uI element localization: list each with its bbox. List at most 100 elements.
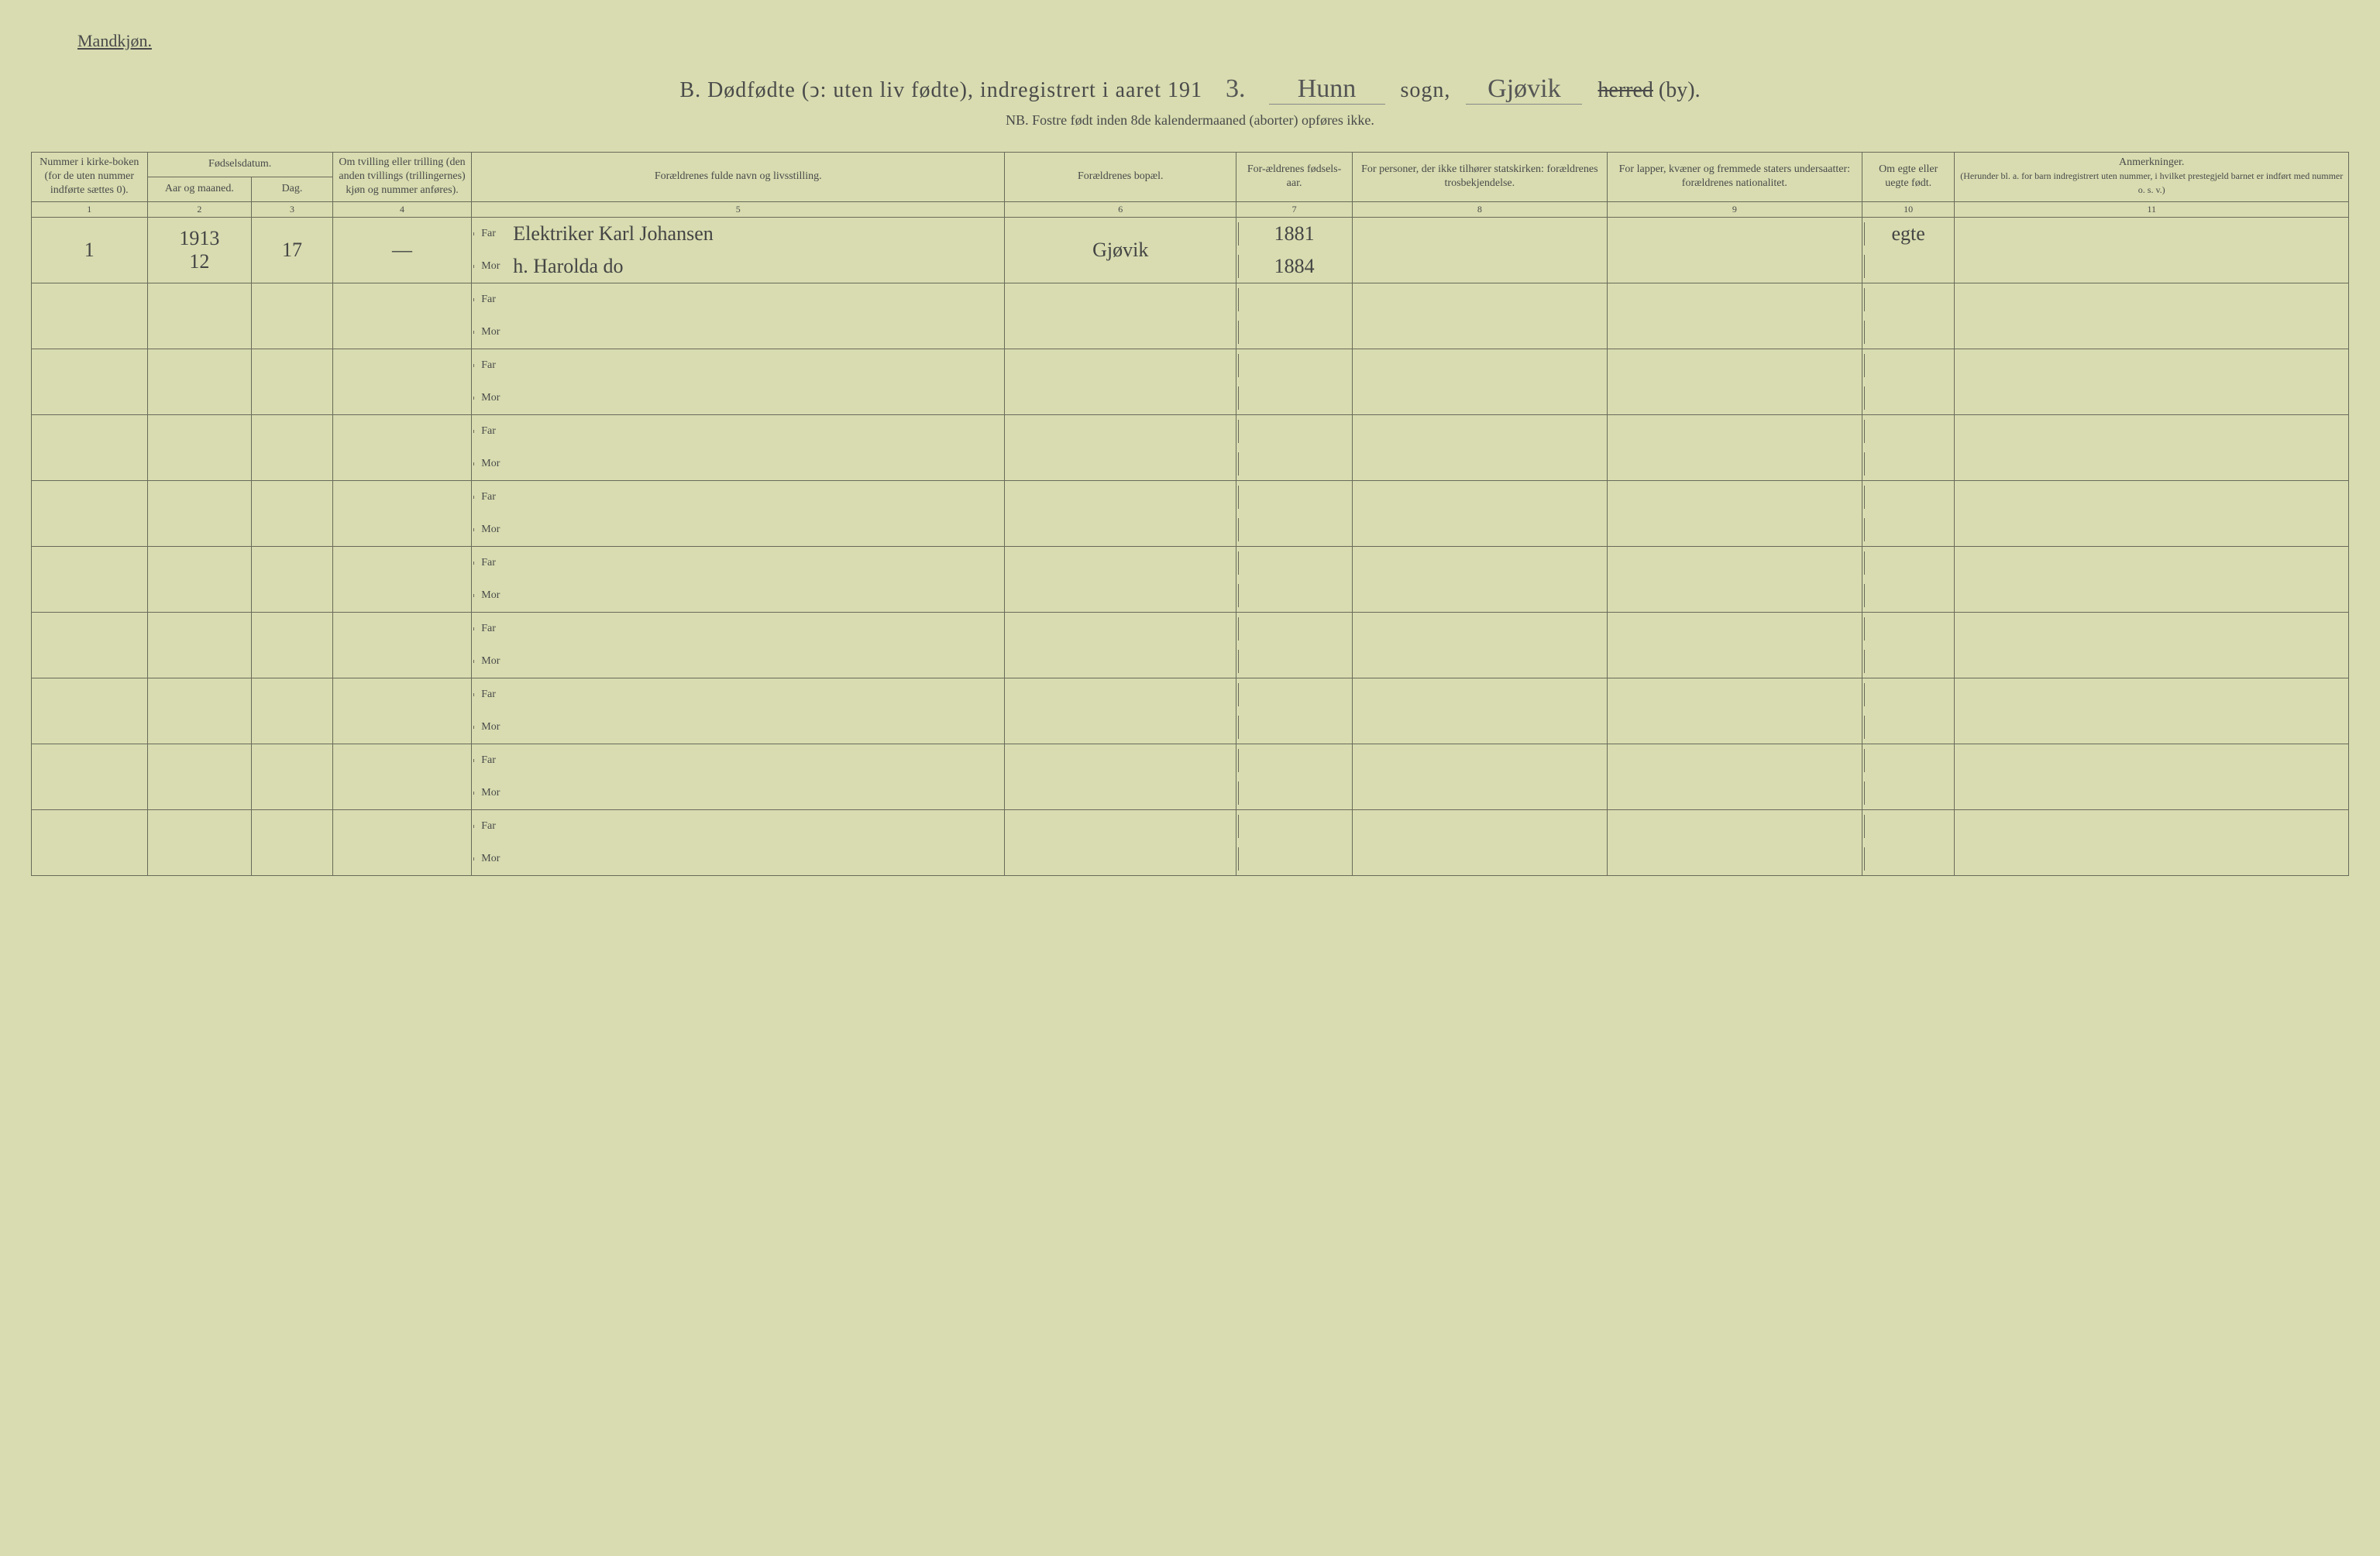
year-digit: 3. <box>1218 74 1254 104</box>
far-year <box>1236 349 1352 382</box>
cell-day <box>252 678 333 744</box>
colnum: 5 <box>472 201 1005 217</box>
cell-parents: FarMor <box>472 546 1005 612</box>
cell-day <box>252 414 333 480</box>
cell-tros <box>1352 283 1607 349</box>
cell-twin <box>332 283 471 349</box>
far-label: Far <box>472 754 507 767</box>
cell-num: 1 <box>32 217 148 283</box>
cell-anm <box>1955 349 2349 414</box>
cell-anm <box>1955 283 2349 349</box>
colnum: 3 <box>252 201 333 217</box>
cell-egte <box>1862 546 1955 612</box>
col-header-11-main: Anmerkninger. <box>2119 156 2184 168</box>
far-year <box>1236 283 1352 316</box>
table-row: Far Mor <box>32 349 2349 414</box>
table-row: 119131217—FarElektriker Karl JohansenMor… <box>32 217 2349 283</box>
title-line: B. Dødfødte (ↄ: uten liv fødte), indregi… <box>31 74 2349 105</box>
cell-parents: Far Mor <box>472 414 1005 480</box>
cell-nat <box>1607 283 1862 349</box>
cell-tros <box>1352 546 1607 612</box>
cell-nat <box>1607 612 1862 678</box>
column-number-row: 1 2 3 4 5 6 7 8 9 10 11 <box>32 201 2349 217</box>
far-label: Far <box>472 359 507 372</box>
gender-heading: Mandkjøn. <box>77 31 2349 51</box>
cell-nat <box>1607 217 1862 283</box>
col-header-11-sub: (Herunder bl. a. for barn indregistrert … <box>1960 170 2343 195</box>
mor-year <box>1236 448 1352 480</box>
cell-parents: FarMor <box>472 744 1005 809</box>
cell-day <box>252 546 333 612</box>
cell-parents: FarMor <box>472 480 1005 546</box>
cell-year-month <box>147 744 252 809</box>
cell-parent-years <box>1236 283 1353 349</box>
far-label: Far <box>472 557 507 569</box>
col-header-2b: Dag. <box>252 177 333 201</box>
table-row: FarMor <box>32 744 2349 809</box>
cell-parents: FarMor <box>472 283 1005 349</box>
cell-anm <box>1955 546 2349 612</box>
cell-tros <box>1352 809 1607 875</box>
mor-label: Mor <box>472 326 507 338</box>
far-label: Far <box>472 425 507 438</box>
cell-egte <box>1862 349 1955 414</box>
colnum: 9 <box>1607 201 1862 217</box>
cell-egte <box>1862 480 1955 546</box>
egte-text <box>1862 481 1955 514</box>
cell-year-month <box>147 480 252 546</box>
cell-day <box>252 349 333 414</box>
cell-egte <box>1862 809 1955 875</box>
herred-strike: herred <box>1598 78 1653 102</box>
cell-bopael <box>1005 612 1236 678</box>
egte-text <box>1862 349 1955 382</box>
colnum: 4 <box>332 201 471 217</box>
cell-tros <box>1352 744 1607 809</box>
cell-twin <box>332 414 471 480</box>
cell-anm <box>1955 217 2349 283</box>
mor-label: Mor <box>472 458 507 470</box>
cell-tros <box>1352 217 1607 283</box>
cell-year-month <box>147 678 252 744</box>
cell-nat <box>1607 809 1862 875</box>
title-prefix: B. Dødfødte (ↄ: uten liv fødte), indregi… <box>679 78 1202 103</box>
cell-day: 17 <box>252 217 333 283</box>
cell-nat <box>1607 480 1862 546</box>
table-row: FarMor <box>32 283 2349 349</box>
egte-text <box>1862 678 1955 711</box>
far-label: Far <box>472 689 507 701</box>
cell-day <box>252 480 333 546</box>
mor-year <box>1236 711 1352 744</box>
cell-num <box>32 546 148 612</box>
egte-text: egte <box>1862 218 1955 250</box>
far-label: Far <box>472 228 507 240</box>
cell-twin <box>332 678 471 744</box>
cell-egte <box>1862 612 1955 678</box>
cell-year-month: 191312 <box>147 217 252 283</box>
colnum: 2 <box>147 201 252 217</box>
egte-text <box>1862 810 1955 843</box>
far-year <box>1236 481 1352 514</box>
cell-bopael <box>1005 283 1236 349</box>
cell-parent-years <box>1236 480 1353 546</box>
colnum: 10 <box>1862 201 1955 217</box>
cell-egte <box>1862 744 1955 809</box>
far-year: 1881 <box>1236 218 1352 250</box>
cell-day <box>252 283 333 349</box>
cell-tros <box>1352 480 1607 546</box>
mor-label: Mor <box>472 392 507 404</box>
cell-parent-years <box>1236 546 1353 612</box>
table-row: FarMor <box>32 678 2349 744</box>
colnum: 11 <box>1955 201 2349 217</box>
mor-year <box>1236 843 1352 875</box>
far-year <box>1236 678 1352 711</box>
cell-tros <box>1352 612 1607 678</box>
sogn-handwritten: Hunn <box>1269 74 1385 105</box>
cell-egte <box>1862 414 1955 480</box>
cell-num <box>32 678 148 744</box>
cell-bopael <box>1005 546 1236 612</box>
cell-bopael <box>1005 349 1236 414</box>
egte-text <box>1862 613 1955 645</box>
cell-nat <box>1607 414 1862 480</box>
table-row: FarMor <box>32 809 2349 875</box>
egte-text <box>1862 283 1955 316</box>
